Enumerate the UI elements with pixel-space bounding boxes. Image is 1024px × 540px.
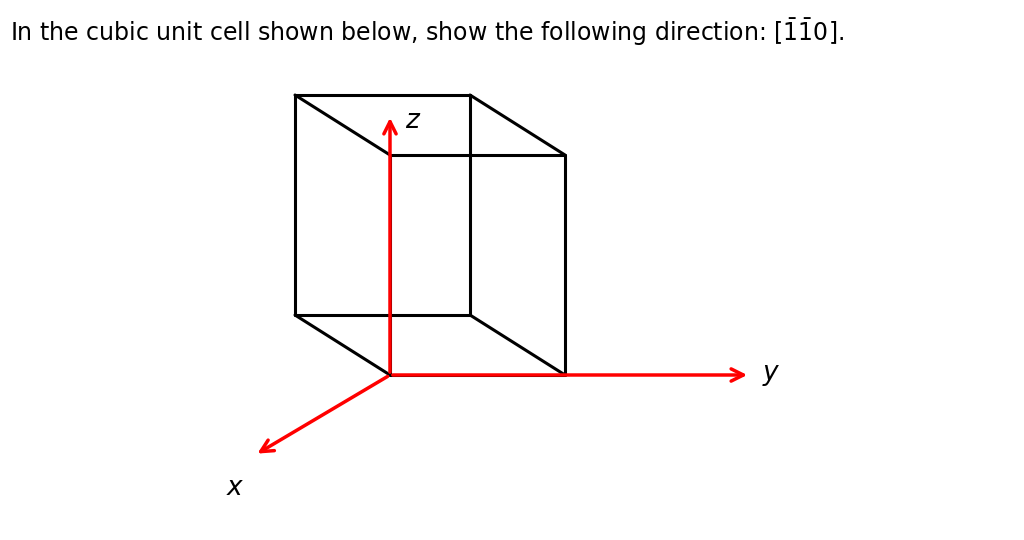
- Text: $y$: $y$: [762, 362, 780, 388]
- Text: $z$: $z$: [406, 107, 422, 132]
- Text: $x$: $x$: [226, 475, 245, 500]
- Text: In the cubic unit cell shown below, show the following direction: $[\bar{1}\bar{: In the cubic unit cell shown below, show…: [10, 16, 844, 48]
